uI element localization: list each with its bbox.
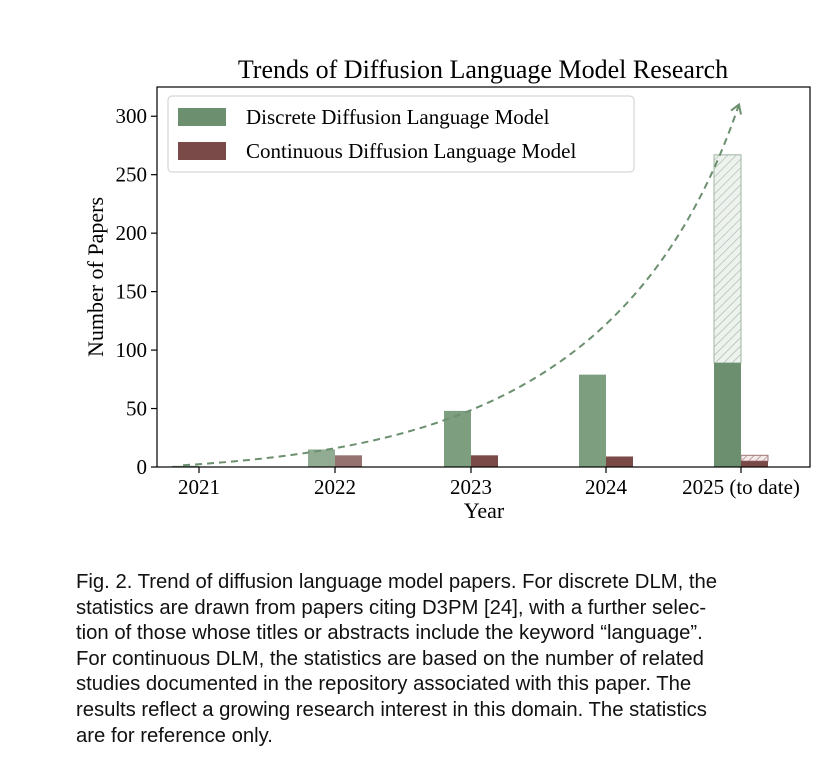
legend-swatch-discrete	[178, 108, 226, 126]
caption-line: studies documented in the repository ass…	[76, 673, 692, 696]
legend-label-discrete: Discrete Diffusion Language Model	[246, 105, 550, 129]
y-tick-label: 150	[116, 280, 148, 304]
axes-frame	[156, 86, 811, 468]
y-axis-label: Number of Papers	[83, 197, 108, 357]
bar-continuous	[741, 461, 768, 467]
legend-frame	[167, 95, 635, 173]
y-tick-label: 100	[116, 338, 148, 362]
bar-continuous	[335, 455, 362, 467]
bar-discrete	[579, 374, 606, 467]
y-tick-label: 250	[116, 163, 148, 187]
bar-discrete	[714, 362, 741, 467]
chart: Trends of Diffusion Language Model Resea…	[83, 55, 811, 523]
caption-line: results reflect a growing research inter…	[76, 698, 707, 721]
caption-line: tion of those whose titles or abstracts …	[76, 622, 703, 645]
bar-continuous-projected	[740, 454, 769, 462]
bar-discrete	[308, 449, 335, 467]
x-tick-label: 2025 (to date)	[682, 475, 800, 499]
y-tick-label: 50	[126, 397, 147, 421]
y-tick-label: 300	[116, 104, 148, 128]
x-tick-label: 2024	[585, 475, 628, 499]
caption-line: are for reference only.	[76, 724, 273, 747]
bar-continuous	[471, 455, 498, 467]
x-tick-label: 2022	[314, 475, 356, 499]
plot-area	[172, 102, 769, 467]
x-tick-label: 2023	[450, 475, 492, 499]
legend: Discrete Diffusion Language Model Contin…	[167, 95, 635, 173]
y-tick-label: 200	[116, 221, 148, 245]
caption-line: For continuous DLM, the statistics are b…	[76, 647, 704, 670]
trend-line	[182, 104, 740, 467]
caption-line: Fig. 2. Trend of diffusion language mode…	[76, 571, 718, 593]
caption-line: statistics are drawn from papers citing …	[76, 596, 707, 619]
bar-discrete	[444, 410, 471, 467]
legend-label-continuous: Continuous Diffusion Language Model	[246, 139, 576, 163]
bar-discrete-projected	[713, 154, 742, 364]
figure-caption: Fig. 2. Trend of diffusion language mode…	[76, 570, 818, 749]
trend-arrow-head	[730, 102, 742, 115]
y-tick-label: 0	[137, 455, 148, 479]
x-tick-label: 2021	[178, 475, 220, 499]
legend-swatch-continuous	[178, 142, 226, 160]
x-axis-label: Year	[464, 498, 505, 523]
chart-title: Trends of Diffusion Language Model Resea…	[238, 55, 728, 84]
bar-continuous	[606, 456, 633, 467]
